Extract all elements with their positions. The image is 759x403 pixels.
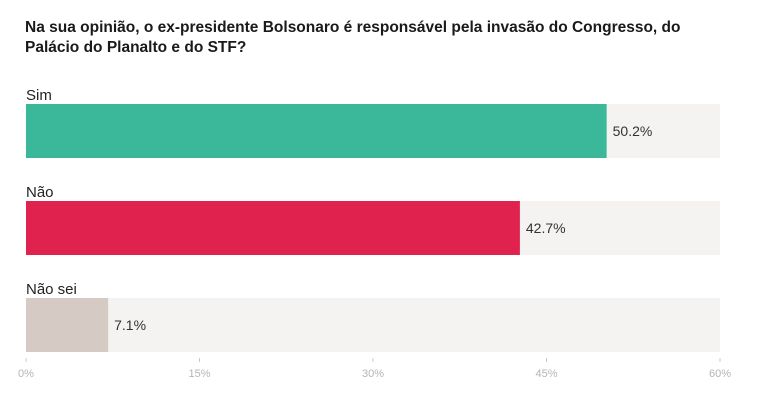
bar-1-value <box>26 104 607 158</box>
x-tick-label: 15% <box>188 368 210 380</box>
bar-2-value <box>26 201 520 255</box>
category-label: Não sei <box>26 281 77 298</box>
category-label: Sim <box>26 87 52 104</box>
x-tick-label: 0% <box>18 368 34 380</box>
value-label: 50.2% <box>613 123 653 139</box>
x-tick-label: 60% <box>709 368 731 380</box>
bars-layer: Sim 50.2% Não 42.7% Não sei 7.1% <box>26 87 720 352</box>
x-axis: 0% 15% 30% 45% 60% <box>18 358 731 380</box>
x-tick-label: 30% <box>362 368 384 380</box>
value-label: 42.7% <box>526 220 566 236</box>
category-label: Não <box>26 184 54 201</box>
value-label: 7.1% <box>114 317 146 333</box>
x-tick-label: 45% <box>535 368 557 380</box>
chart-title: Na sua opinião, o ex-presidente Bolsonar… <box>25 19 681 56</box>
bar-3-track <box>26 298 720 352</box>
bar-3-value <box>26 298 109 352</box>
